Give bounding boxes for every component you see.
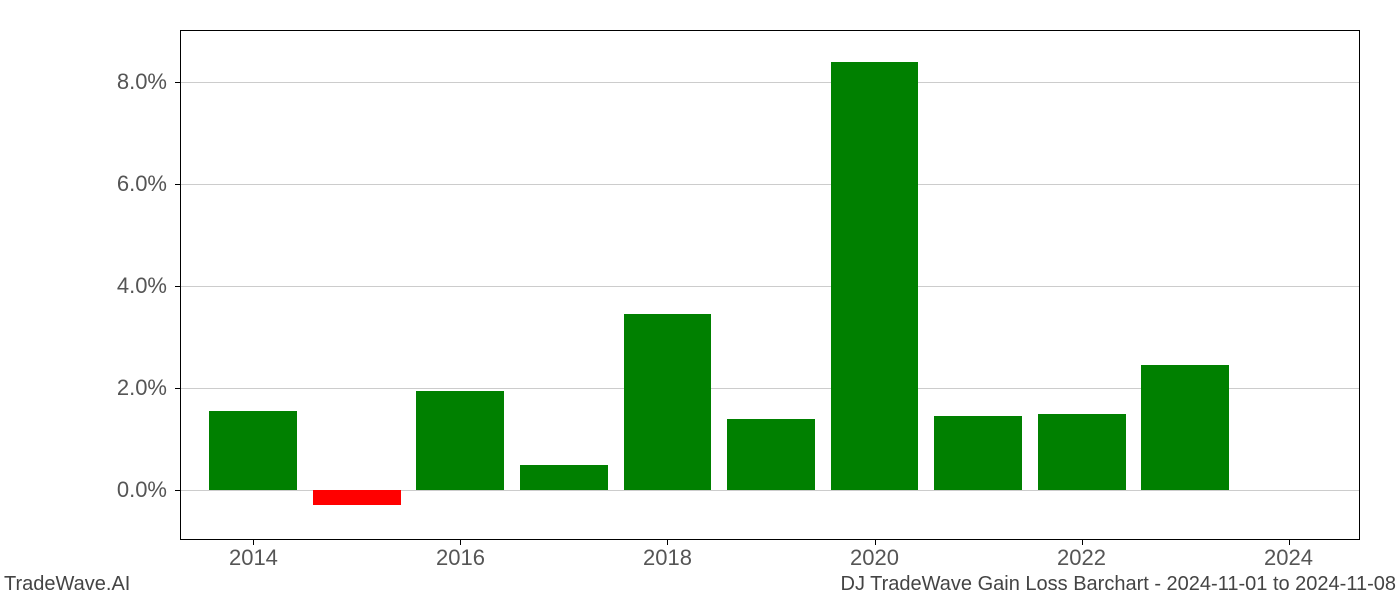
footer-right-text: DJ TradeWave Gain Loss Barchart - 2024-1… xyxy=(841,573,1396,596)
bar xyxy=(416,391,504,490)
x-tick-label: 2020 xyxy=(850,545,899,571)
bar xyxy=(727,419,815,490)
y-tick-label: 8.0% xyxy=(117,69,167,95)
y-tick-mark xyxy=(175,490,181,491)
plot-area: 0.0%2.0%4.0%6.0%8.0%20142016201820202022… xyxy=(180,30,1360,540)
y-tick-label: 6.0% xyxy=(117,171,167,197)
bar xyxy=(313,490,401,505)
bar xyxy=(1038,414,1126,491)
bar xyxy=(209,411,297,490)
y-tick-label: 4.0% xyxy=(117,273,167,299)
y-tick-mark xyxy=(175,286,181,287)
bar xyxy=(624,314,712,490)
y-tick-mark xyxy=(175,184,181,185)
x-tick-label: 2014 xyxy=(229,545,278,571)
bar xyxy=(1141,365,1229,490)
y-tick-label: 2.0% xyxy=(117,375,167,401)
x-tick-label: 2024 xyxy=(1264,545,1313,571)
footer-left-text: TradeWave.AI xyxy=(4,573,130,596)
bar xyxy=(934,416,1022,490)
chart-container: 0.0%2.0%4.0%6.0%8.0%20142016201820202022… xyxy=(180,30,1360,540)
x-tick-label: 2016 xyxy=(436,545,485,571)
gridline xyxy=(181,286,1359,287)
bar xyxy=(831,62,919,490)
bar xyxy=(520,465,608,491)
x-tick-label: 2022 xyxy=(1057,545,1106,571)
y-tick-mark xyxy=(175,388,181,389)
y-tick-label: 0.0% xyxy=(117,477,167,503)
gridline xyxy=(181,82,1359,83)
y-tick-mark xyxy=(175,82,181,83)
x-tick-label: 2018 xyxy=(643,545,692,571)
gridline xyxy=(181,184,1359,185)
